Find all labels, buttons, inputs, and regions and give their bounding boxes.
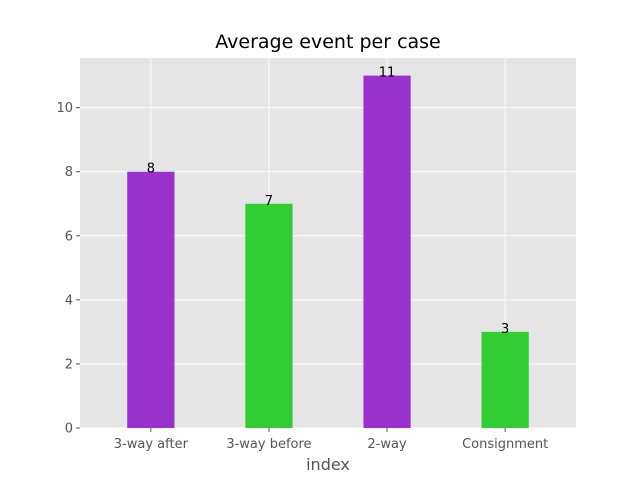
bars bbox=[127, 75, 529, 428]
bar bbox=[481, 331, 529, 428]
y-tick-label: 8 bbox=[65, 165, 73, 180]
y-tick-label: 0 bbox=[65, 422, 73, 437]
x-axis-title: index bbox=[306, 455, 350, 474]
y-axis: 0 2 4 6 8 10 bbox=[56, 101, 80, 437]
bar-value-label: 7 bbox=[265, 194, 273, 209]
y-tick-label: 2 bbox=[65, 357, 73, 372]
y-tick-label: 4 bbox=[65, 293, 73, 308]
x-tick-label: 3-way after bbox=[114, 437, 189, 452]
bar-value-label: 11 bbox=[379, 66, 396, 81]
x-axis: 3-way after 3-way before 2-way Consignment bbox=[114, 428, 548, 452]
bar-value-label: 8 bbox=[147, 162, 155, 177]
x-tick-label: 3-way before bbox=[226, 437, 311, 452]
x-tick-label: 2-way bbox=[367, 437, 407, 452]
y-tick-label: 10 bbox=[56, 101, 73, 116]
bar-value-label: 3 bbox=[501, 322, 509, 337]
data-labels: 8 7 11 3 bbox=[147, 66, 510, 337]
bar bbox=[245, 203, 293, 428]
bar bbox=[363, 75, 411, 428]
bar bbox=[127, 171, 175, 428]
y-tick-label: 6 bbox=[65, 229, 73, 244]
chart-title: Average event per case bbox=[215, 31, 441, 53]
x-tick-label: Consignment bbox=[462, 437, 548, 452]
